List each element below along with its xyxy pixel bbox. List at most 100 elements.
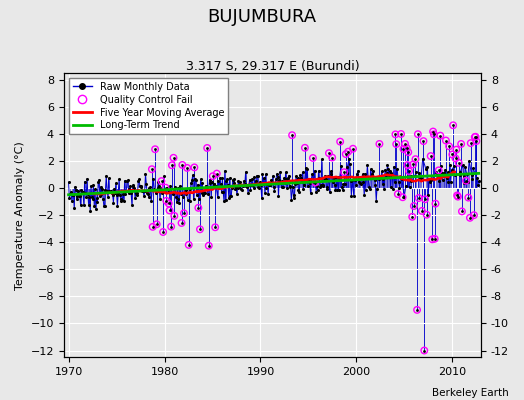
Point [116,192,124,198]
Point [346,161,354,168]
Point [451,172,459,178]
Point [77,187,85,193]
Point [467,171,476,178]
Point [442,137,450,144]
Point [129,181,138,188]
Point [136,184,145,190]
Point [361,171,369,177]
Point [324,173,332,179]
Point [363,174,371,180]
Point [72,187,80,193]
Point [74,187,82,194]
Point [366,186,374,192]
Point [145,184,154,191]
Point [138,188,147,194]
Point [334,187,343,194]
Point [326,168,335,175]
Point [194,205,203,211]
Point [178,162,187,168]
Point [337,184,346,191]
Point [211,224,220,230]
Point [407,172,415,179]
Point [444,179,453,186]
Point [136,183,144,189]
Point [78,190,86,196]
Point [119,191,127,197]
Point [369,168,377,174]
Point [451,155,460,162]
Point [168,162,176,168]
Point [151,146,159,152]
Text: BUJUMBURA: BUJUMBURA [208,8,316,26]
Point [255,185,264,191]
Point [169,190,177,197]
Point [331,187,340,193]
Point [269,173,277,179]
Point [215,185,223,192]
Point [328,154,336,161]
Point [340,169,348,176]
Point [233,184,242,191]
Point [438,170,446,176]
Point [204,242,213,249]
Point [167,224,176,230]
Point [406,184,414,190]
Point [208,179,216,185]
Point [344,148,352,155]
Point [152,190,160,196]
Point [133,190,141,196]
Point [124,177,132,184]
Point [211,224,220,230]
Point [398,176,406,182]
Point [466,140,475,146]
Point [82,194,91,200]
Point [119,197,128,204]
Point [466,215,474,221]
Point [315,175,323,182]
Point [308,171,316,178]
Point [441,166,449,173]
Point [418,208,426,214]
Point [212,182,220,189]
Point [420,347,429,354]
Point [90,202,99,209]
Point [140,188,149,194]
Point [336,138,344,145]
Point [466,215,474,221]
Point [300,182,308,188]
Point [303,166,311,172]
Point [242,169,250,175]
Point [195,196,203,202]
Point [66,191,74,198]
Point [84,191,92,197]
Point [449,122,457,128]
Point [201,190,209,196]
Point [116,195,125,202]
Point [125,190,133,196]
Point [194,205,203,211]
Point [75,193,84,199]
Point [388,172,397,179]
Point [457,141,465,147]
Point [348,176,356,183]
Point [349,146,357,152]
Point [337,163,345,170]
Point [281,169,290,176]
Point [108,192,117,198]
Point [295,189,303,195]
Point [410,203,418,209]
Point [347,193,356,199]
Point [409,161,417,168]
Point [336,138,344,145]
Point [298,179,306,185]
Point [98,186,106,192]
Point [301,145,309,151]
Point [386,184,395,191]
Point [436,132,444,139]
Point [232,184,240,190]
Point [454,194,462,200]
Point [380,186,388,192]
Point [236,178,244,185]
Point [383,170,391,176]
Point [92,206,100,212]
